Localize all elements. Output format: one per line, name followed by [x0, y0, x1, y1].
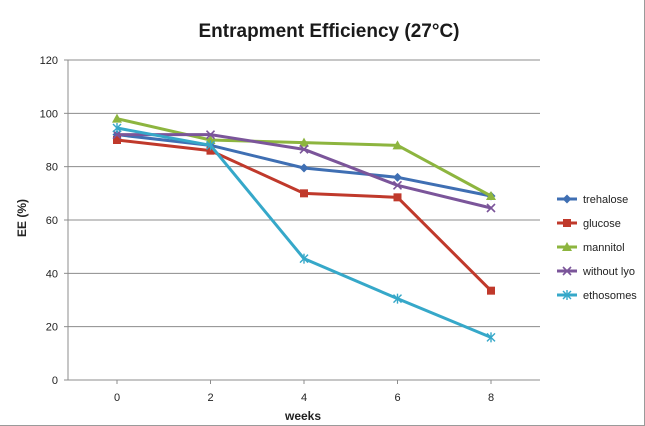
data-point-without-lyo — [205, 130, 216, 140]
x-tick-label: 8 — [488, 392, 494, 404]
data-point-glucose — [113, 136, 121, 144]
series-without-lyo — [112, 130, 496, 213]
gridlines — [68, 59, 540, 381]
legend-swatch-marker — [562, 242, 572, 251]
y-tick-label: 40 — [46, 268, 58, 280]
x-tick-label: 0 — [114, 392, 120, 404]
data-point-trehalose — [299, 163, 309, 173]
data-point-without-lyo — [486, 203, 496, 213]
data-point-trehalose — [393, 172, 402, 182]
data-point-without-lyo — [112, 130, 122, 140]
legend: trehalose glucose mannitol without lyo ethos… — [557, 194, 637, 302]
legend-swatch-marker — [563, 219, 571, 227]
data-point-glucose — [487, 286, 495, 295]
x-tick-label: 6 — [394, 392, 400, 404]
legend-item-without-lyo: without lyo — [557, 266, 635, 278]
x-tick-label: 4 — [301, 392, 307, 404]
marker-stroke — [392, 180, 403, 190]
legend-label: glucose — [583, 218, 621, 230]
y-tick-label: 120 — [40, 55, 58, 67]
y-tick-label: 80 — [46, 162, 58, 174]
series-line-glucose — [116, 138, 493, 292]
x-axis-title: weeks — [284, 409, 321, 423]
marker-stroke — [205, 130, 216, 140]
y-axis-title: EE (%) — [15, 199, 29, 237]
data-point-mannitol — [486, 191, 496, 200]
data-point-glucose — [206, 146, 215, 155]
y-tick-label: 60 — [46, 215, 58, 227]
data-point-ethosomes — [206, 140, 215, 151]
data-point-ethosomes — [486, 332, 496, 343]
y-tick-label: 100 — [40, 108, 58, 120]
legend-swatch-marker — [562, 290, 572, 300]
legend-item-mannitol: mannitol — [557, 242, 625, 254]
legend-label: ethosomes — [583, 290, 637, 302]
series-glucose — [113, 136, 495, 295]
data-point-mannitol — [112, 113, 122, 123]
legend-label: without lyo — [582, 266, 635, 278]
data-point-mannitol — [392, 140, 403, 150]
data-point-without-lyo — [392, 180, 403, 190]
data-point-glucose — [393, 193, 402, 202]
legend-label: mannitol — [583, 242, 625, 254]
marker-stroke — [112, 130, 122, 140]
axes: 0 20 40 60 80 100 120 0 2 4 6 8 — [40, 55, 540, 404]
legend-swatch-marker — [562, 266, 572, 276]
series-mannitol — [112, 113, 496, 200]
data-point-ethosomes — [393, 293, 402, 304]
series-lines — [112, 113, 496, 343]
data-point-glucose — [300, 189, 308, 198]
marker-stroke — [299, 144, 309, 154]
legend-item-ethosomes: ethosomes — [557, 290, 637, 302]
chart-title: Entrapment Efficiency (27°C) — [199, 21, 460, 42]
data-point-mannitol — [299, 137, 309, 147]
series-ethosomes — [112, 123, 496, 343]
data-point-without-lyo — [299, 144, 309, 154]
y-tick-label: 20 — [46, 322, 58, 334]
data-point-ethosomes — [299, 253, 309, 264]
marker-stroke — [562, 266, 572, 276]
legend-item-glucose: glucose — [557, 218, 621, 230]
x-tick-label: 2 — [207, 392, 213, 404]
legend-label: trehalose — [583, 194, 628, 206]
legend-item-trehalose: trehalose — [557, 194, 628, 206]
y-tick-label: 0 — [52, 375, 58, 387]
data-point-mannitol — [205, 135, 216, 144]
data-point-ethosomes — [112, 123, 122, 133]
marker-stroke — [486, 203, 496, 213]
legend-swatch-marker — [562, 194, 572, 204]
